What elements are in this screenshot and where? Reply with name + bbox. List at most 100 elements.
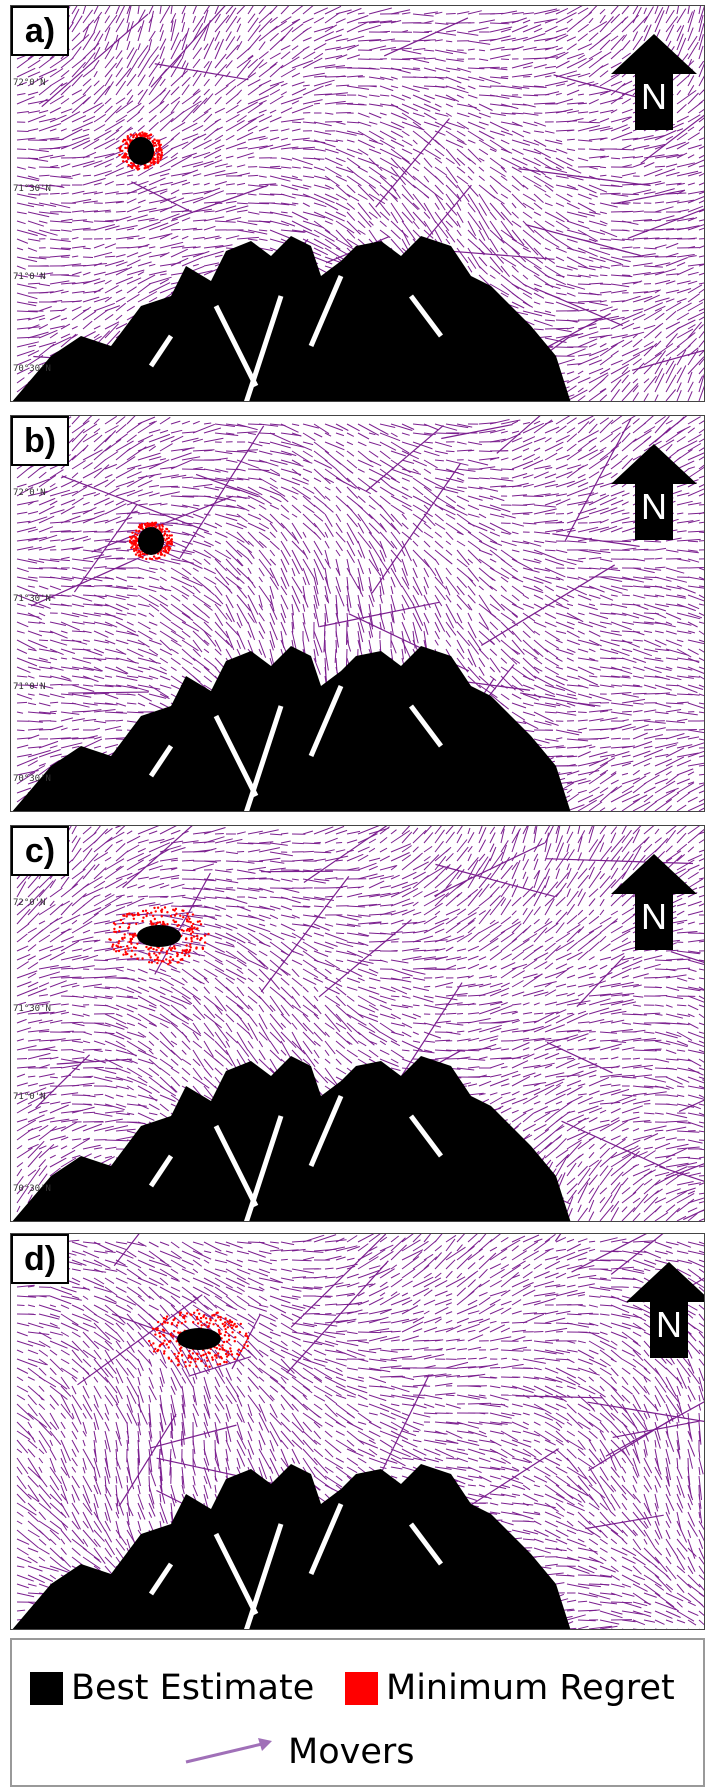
current-vector [500,639,519,655]
current-vector [599,291,612,294]
current-vector [280,513,290,520]
current-vector [654,312,665,321]
current-vector [478,139,497,151]
current-vector [401,148,413,155]
current-vector [148,630,157,635]
current-vector [148,39,153,51]
current-vector [71,300,82,303]
current-vector [555,434,570,443]
current-vector [522,483,534,488]
current-vector [93,262,102,267]
current-vector [665,252,679,258]
current-vector [104,163,112,168]
current-vector [478,657,486,668]
current-vector [280,96,303,105]
current-vector [599,433,614,443]
current-vector [522,130,531,134]
current-vector [93,497,110,506]
current-vector [247,102,263,114]
current-vector [324,558,332,569]
current-vector [346,148,363,155]
current-vector [610,334,628,339]
current-vector [71,57,86,69]
current-vector [38,497,56,506]
current-vector [555,639,563,644]
current-vector [456,594,471,611]
current-vector [599,247,614,250]
current-vector [335,450,345,457]
current-vector [632,345,654,357]
minimum-regret-particle [134,133,138,136]
current-vector [82,630,92,634]
current-vector [170,12,177,24]
current-vector [335,84,350,87]
current-vector [390,58,411,61]
current-vector [159,204,177,213]
current-vector [478,684,498,699]
current-vector [60,666,80,671]
current-vector [302,468,313,473]
current-vector [258,229,268,232]
current-vector [522,453,535,461]
current-vector [533,229,545,240]
current-vector [280,585,288,596]
current-vector [104,487,120,497]
current-vector [522,202,535,211]
current-vector [214,585,223,596]
current-vector [588,110,599,114]
current-vector [500,265,510,278]
current-vector [511,558,533,571]
current-vector [192,648,202,657]
current-vector [390,567,403,588]
current-vector [82,467,102,479]
current-vector [610,675,631,679]
minimum-regret-particle [123,153,126,157]
current-vector [401,432,410,436]
current-vector [27,166,36,169]
current-vector [566,500,589,506]
current-vector [599,306,613,312]
current-vector [291,576,303,594]
current-vector [49,154,65,159]
current-vector [654,297,670,303]
current-vector [313,450,328,462]
current-vector [434,148,445,157]
current-vector [577,473,586,479]
current-vector [533,531,550,535]
current-vector [489,567,510,580]
current-vector [203,139,222,150]
current-vector [467,175,473,181]
current-vector [632,6,642,24]
current-vector [137,512,150,515]
current-vector [423,576,429,589]
current-vector [159,675,171,681]
current-vector [258,183,277,186]
current-vector [104,639,116,645]
current-vector [181,567,192,576]
current-vector [357,103,365,105]
current-vector [203,427,222,434]
current-vector [687,502,702,506]
current-vector [621,684,643,688]
current-vector [236,115,247,123]
current-vector [181,100,202,114]
current-vector [423,57,436,60]
current-vector [368,567,372,574]
current-vector [698,316,704,321]
current-vector [192,58,201,69]
current-vector [247,145,268,150]
current-vector [610,416,623,425]
current-vector [566,118,584,123]
current-vector [313,585,320,606]
current-vector [610,109,618,114]
current-vector [302,166,313,170]
current-vector [181,44,188,60]
current-vector [665,621,673,625]
current-vector [610,13,621,24]
current-vector [313,567,319,585]
current-vector [445,639,452,647]
current-vector [390,121,405,129]
current-vector [401,202,416,221]
current-vector [467,531,483,543]
current-vector [357,495,366,503]
